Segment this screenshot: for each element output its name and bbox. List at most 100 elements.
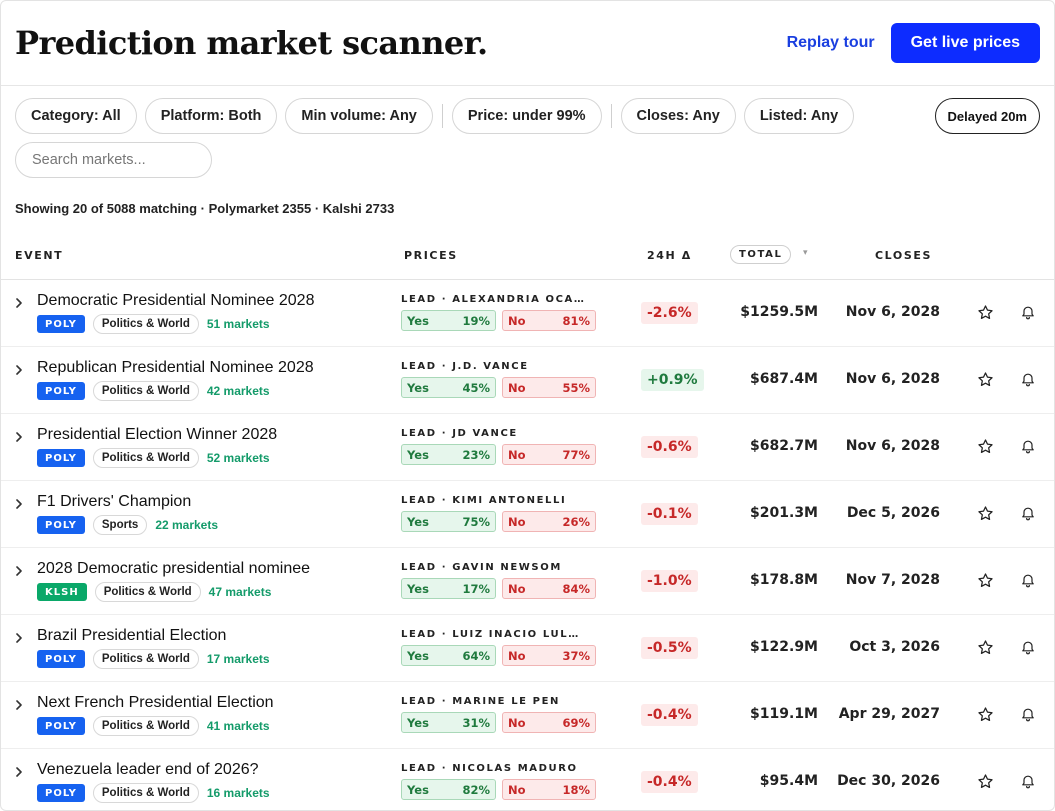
markets-count-link[interactable]: 51 markets	[206, 317, 270, 331]
yes-label: Yes	[407, 380, 429, 395]
event-title[interactable]: F1 Drivers' Champion	[37, 493, 192, 510]
bell-icon[interactable]	[1018, 771, 1038, 791]
total-volume: $1259.5M	[740, 304, 818, 320]
markets-count-link[interactable]: 52 markets	[206, 451, 270, 465]
platform-filter[interactable]: Platform: Both	[144, 98, 278, 134]
chevron-right-icon[interactable]	[15, 564, 23, 579]
event-title[interactable]: Democratic Presidential Nominee 2028	[37, 292, 315, 309]
table-row[interactable]: Brazil Presidential Election POLY Politi…	[1, 615, 1054, 682]
event-meta: POLY Politics & World 41 markets	[37, 716, 270, 736]
closes-filter[interactable]: Closes: Any	[620, 98, 736, 134]
event-title[interactable]: Republican Presidential Nominee 2028	[37, 359, 314, 376]
markets-count-link[interactable]: 17 markets	[206, 652, 270, 666]
yes-price[interactable]: Yes 31%	[401, 712, 496, 733]
price-bar: Yes 17% No 84%	[401, 578, 596, 599]
replay-tour-button[interactable]: Replay tour	[786, 34, 875, 51]
table-row[interactable]: Democratic Presidential Nominee 2028 POL…	[1, 280, 1054, 347]
yes-price[interactable]: Yes 23%	[401, 444, 496, 465]
column-header-delta[interactable]: 24H Δ	[647, 249, 692, 262]
close-date: Nov 7, 2028	[845, 572, 940, 588]
table-row[interactable]: Venezuela leader end of 2026? POLY Polit…	[1, 749, 1054, 810]
event-meta: POLY Sports 22 markets	[37, 515, 218, 535]
star-icon[interactable]	[975, 436, 995, 456]
chevron-right-icon[interactable]	[15, 698, 23, 713]
bell-icon[interactable]	[1018, 704, 1038, 724]
lead-outcome: LEAD · NICOLÁS MADURO	[401, 763, 578, 774]
table-row[interactable]: F1 Drivers' Champion POLY Sports 22 mark…	[1, 481, 1054, 548]
star-icon[interactable]	[975, 771, 995, 791]
search-input[interactable]	[15, 142, 212, 178]
platform-badge: POLY	[37, 650, 85, 668]
no-price[interactable]: No 55%	[502, 377, 596, 398]
listed-filter[interactable]: Listed: Any	[743, 98, 855, 134]
yes-value: 45%	[462, 380, 490, 395]
filter-chips: Category: All Platform: Both Min volume:…	[15, 98, 1040, 134]
markets-count-link[interactable]: 22 markets	[155, 518, 219, 532]
bell-icon[interactable]	[1018, 637, 1038, 657]
sort-caret-icon[interactable]: ▾	[803, 248, 808, 258]
no-value: 77%	[562, 447, 590, 462]
event-title[interactable]: Next French Presidential Election	[37, 694, 274, 711]
total-volume: $682.7M	[750, 438, 818, 454]
chevron-right-icon[interactable]	[15, 296, 23, 311]
chevron-right-icon[interactable]	[15, 765, 23, 780]
column-header-closes[interactable]: CLOSES	[875, 249, 932, 262]
yes-price[interactable]: Yes 17%	[401, 578, 496, 599]
bell-icon[interactable]	[1018, 570, 1038, 590]
bell-icon[interactable]	[1018, 302, 1038, 322]
top-bar: Prediction market scanner. Replay tour G…	[1, 1, 1054, 86]
no-price[interactable]: No 18%	[502, 779, 596, 800]
markets-count-link[interactable]: 16 markets	[206, 786, 270, 800]
no-price[interactable]: No 37%	[502, 645, 596, 666]
chevron-right-icon[interactable]	[15, 430, 23, 445]
delta-24h: -2.6%	[641, 302, 698, 324]
yes-value: 64%	[462, 648, 490, 663]
markets-count-link[interactable]: 47 markets	[208, 585, 272, 599]
yes-label: Yes	[407, 447, 429, 462]
bell-icon[interactable]	[1018, 436, 1038, 456]
delay-toggle-button[interactable]: Delayed 20m	[934, 98, 1040, 134]
chevron-right-icon[interactable]	[15, 497, 23, 512]
bell-icon[interactable]	[1018, 369, 1038, 389]
min-volume-filter[interactable]: Min volume: Any	[285, 98, 433, 134]
no-price[interactable]: No 84%	[502, 578, 596, 599]
no-price[interactable]: No 77%	[502, 444, 596, 465]
category-filter[interactable]: Category: All	[15, 98, 137, 134]
table-row[interactable]: Presidential Election Winner 2028 POLY P…	[1, 414, 1054, 481]
star-icon[interactable]	[975, 637, 995, 657]
event-title[interactable]: Presidential Election Winner 2028	[37, 426, 278, 443]
yes-label: Yes	[407, 782, 429, 797]
table-row[interactable]: Republican Presidential Nominee 2028 POL…	[1, 347, 1054, 414]
star-icon[interactable]	[975, 704, 995, 724]
no-value: 55%	[562, 380, 590, 395]
get-live-prices-button[interactable]: Get live prices	[890, 23, 1040, 63]
chevron-right-icon[interactable]	[15, 631, 23, 646]
chevron-right-icon[interactable]	[15, 363, 23, 378]
yes-price[interactable]: Yes 64%	[401, 645, 496, 666]
bell-icon[interactable]	[1018, 503, 1038, 523]
yes-price[interactable]: Yes 75%	[401, 511, 496, 532]
star-icon[interactable]	[975, 302, 995, 322]
yes-price[interactable]: Yes 82%	[401, 779, 496, 800]
close-date: Dec 5, 2026	[846, 505, 940, 521]
event-title[interactable]: Brazil Presidential Election	[37, 627, 227, 644]
yes-value: 23%	[462, 447, 490, 462]
star-icon[interactable]	[975, 503, 995, 523]
no-price[interactable]: No 69%	[502, 712, 596, 733]
event-title[interactable]: Venezuela leader end of 2026?	[37, 761, 259, 778]
star-icon[interactable]	[975, 570, 995, 590]
lead-outcome: LEAD · GAVIN NEWSOM	[401, 562, 562, 573]
no-price[interactable]: No 26%	[502, 511, 596, 532]
yes-price[interactable]: Yes 45%	[401, 377, 496, 398]
column-header-total[interactable]: TOTAL	[730, 245, 792, 264]
event-title[interactable]: 2028 Democratic presidential nominee	[37, 560, 311, 577]
table-row[interactable]: 2028 Democratic presidential nominee KLS…	[1, 548, 1054, 615]
markets-count-link[interactable]: 41 markets	[206, 719, 270, 733]
price-filter[interactable]: Price: under 99%	[451, 98, 602, 134]
yes-price[interactable]: Yes 19%	[401, 310, 496, 331]
table-row[interactable]: Next French Presidential Election POLY P…	[1, 682, 1054, 749]
no-price[interactable]: No 81%	[502, 310, 596, 331]
star-icon[interactable]	[975, 369, 995, 389]
markets-count-link[interactable]: 42 markets	[206, 384, 270, 398]
